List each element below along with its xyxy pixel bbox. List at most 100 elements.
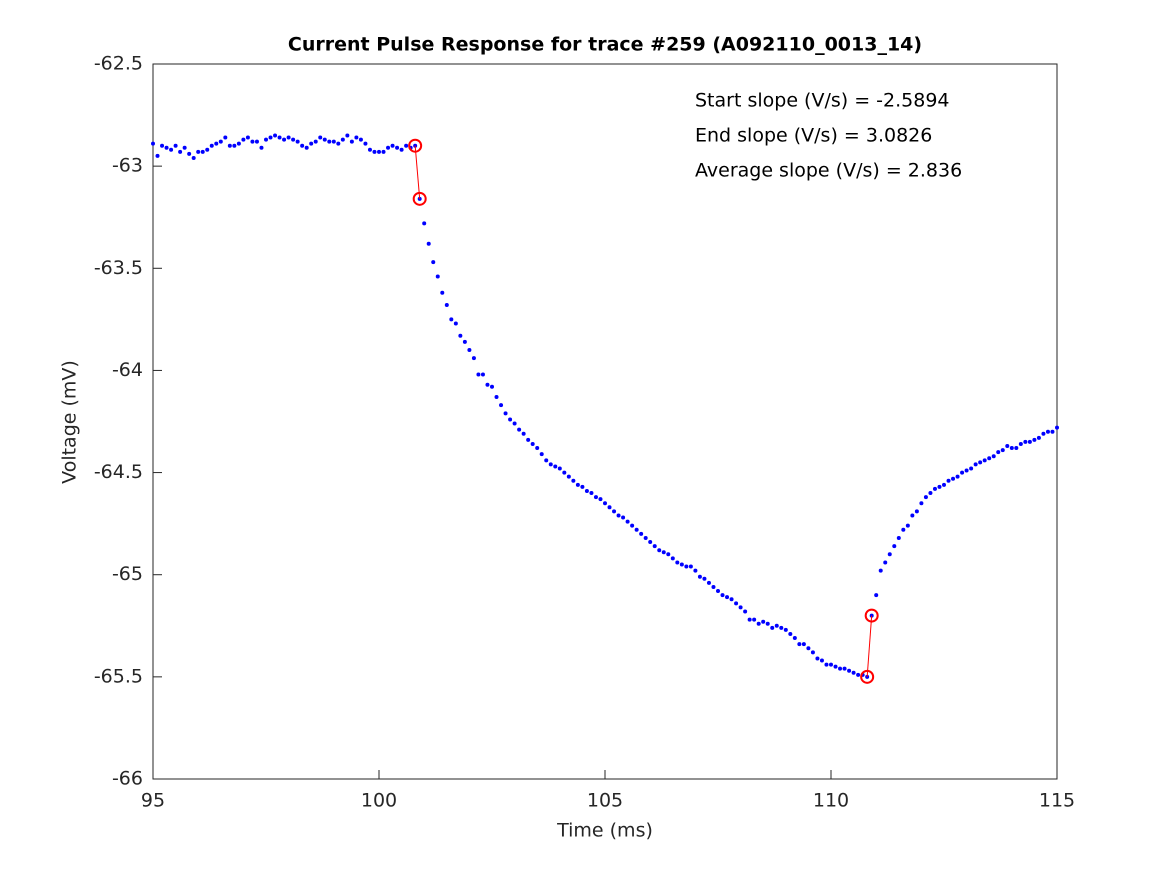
data-point <box>928 491 933 495</box>
data-point <box>851 670 856 675</box>
data-point <box>978 460 983 465</box>
chart-title: Current Pulse Response for trace #259 (A… <box>288 34 922 56</box>
data-point <box>264 137 268 142</box>
data-point <box>720 593 725 598</box>
data-point <box>291 137 296 142</box>
data-point <box>634 527 639 532</box>
data-point <box>526 437 531 442</box>
data-point <box>178 149 183 154</box>
data-point <box>155 153 160 158</box>
data-point <box>973 462 978 467</box>
annotation: End slope (V/s) = 3.0826 <box>695 125 932 147</box>
data-point <box>991 454 996 459</box>
data-point <box>982 458 987 463</box>
data-point <box>874 593 879 598</box>
data-point <box>612 509 617 514</box>
x-axis-label: Time (ms) <box>556 820 653 842</box>
data-point <box>295 139 300 144</box>
data-point <box>969 466 974 471</box>
data-point <box>919 501 924 506</box>
annotation: Start slope (V/s) = -2.5894 <box>695 90 950 112</box>
data-point <box>444 303 449 308</box>
data-point <box>539 452 544 457</box>
data-point <box>471 356 476 361</box>
data-point <box>566 474 571 479</box>
data-point <box>743 609 748 614</box>
data-point <box>725 595 730 600</box>
data-point <box>810 650 815 655</box>
data-point <box>205 147 210 152</box>
data-point <box>652 544 657 549</box>
data-point <box>666 552 671 557</box>
data-point <box>349 139 354 144</box>
data-point <box>390 143 395 148</box>
data-point <box>426 241 431 246</box>
data-point <box>648 540 653 545</box>
data-point <box>679 562 684 567</box>
x-tick-label: 110 <box>813 790 849 812</box>
data-point <box>589 491 594 495</box>
data-point <box>386 145 391 150</box>
data-point <box>603 501 607 506</box>
data-point <box>458 333 463 338</box>
data-point <box>462 339 467 344</box>
data-point <box>282 137 287 142</box>
data-point <box>1014 446 1019 451</box>
data-point <box>892 544 897 549</box>
data-point <box>286 135 291 140</box>
data-point <box>575 482 580 487</box>
data-point <box>399 147 404 152</box>
data-point <box>200 149 205 154</box>
data-point <box>783 627 788 632</box>
data-point <box>738 605 743 610</box>
data-point <box>593 495 598 500</box>
data-point <box>856 672 861 677</box>
data-point <box>829 662 833 667</box>
data-point <box>422 221 427 226</box>
data-point <box>774 623 779 628</box>
data-point <box>431 260 436 265</box>
data-point <box>218 139 223 144</box>
y-tick-label: -64 <box>112 359 143 381</box>
data-point <box>151 141 155 146</box>
data-point <box>268 135 273 140</box>
data-point <box>1041 431 1046 436</box>
data-point <box>277 135 282 140</box>
data-point <box>706 580 711 585</box>
y-tick-label: -65.5 <box>94 665 143 687</box>
data-point <box>331 139 336 144</box>
data-point <box>819 658 824 663</box>
data-point <box>480 372 485 377</box>
highlight-marker <box>412 191 427 206</box>
data-point <box>1050 429 1055 434</box>
data-point <box>1036 435 1041 440</box>
y-tick-label: -63 <box>112 155 143 177</box>
data-point <box>598 497 603 502</box>
data-point <box>621 515 626 520</box>
y-tick-label: -63.5 <box>94 257 143 279</box>
plot-area <box>152 63 1058 780</box>
data-point <box>833 664 838 669</box>
data-point <box>847 668 852 673</box>
data-point <box>521 431 526 436</box>
data-point <box>340 137 345 142</box>
data-point <box>191 155 196 160</box>
data-point <box>512 421 517 426</box>
data-point <box>490 384 494 389</box>
y-axis-label: Voltage (mV) <box>59 360 81 484</box>
data-point <box>946 478 951 483</box>
y-tick-label: -65 <box>112 563 143 585</box>
data-point <box>955 474 960 479</box>
data-point <box>951 476 956 481</box>
data-point <box>322 137 327 142</box>
data-point <box>1000 448 1005 453</box>
data-point <box>688 564 693 569</box>
data-point <box>616 513 621 518</box>
data-point <box>960 470 965 475</box>
data-point <box>801 642 806 647</box>
data-point <box>250 139 255 144</box>
data-point <box>517 427 522 432</box>
data-point <box>571 478 576 483</box>
data-point <box>354 135 359 140</box>
data-point <box>1009 446 1014 451</box>
